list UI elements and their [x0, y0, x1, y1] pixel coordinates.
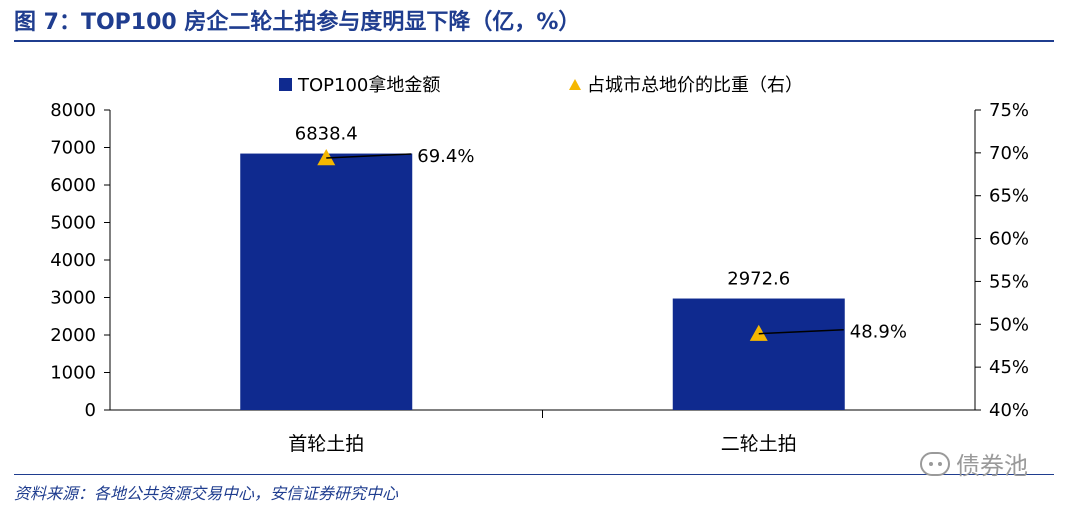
ratio-value-label: 69.4%: [417, 146, 474, 167]
legend-bar-label: TOP100拿地金额: [297, 74, 440, 96]
ratio-point: [317, 149, 336, 166]
y-right-tick-label: 65%: [989, 186, 1029, 207]
bar: [240, 153, 413, 410]
watermark: 债券池: [920, 446, 1028, 481]
title-divider: [14, 40, 1054, 42]
y-left-tick-label: 4000: [50, 250, 96, 271]
legend-ratio-swatch: [569, 79, 581, 90]
legend-ratio-label: 占城市总地价的比重（右）: [587, 75, 803, 96]
ratio-leader-line: [326, 153, 412, 159]
y-right-tick-label: 40%: [989, 400, 1029, 421]
y-right-tick-label: 50%: [989, 314, 1029, 335]
y-left-tick-label: 0: [85, 400, 96, 421]
y-left-tick-label: 8000: [50, 100, 96, 121]
figure-title: 图 7：TOP100 房企二轮土拍参与度明显下降（亿，%）: [14, 10, 581, 35]
y-right-tick-label: 55%: [989, 271, 1029, 292]
ratio-leader-line: [758, 328, 844, 335]
bar: [672, 298, 845, 410]
bar-value-label: 6838.4: [295, 124, 358, 145]
y-right-tick-label: 60%: [989, 229, 1029, 250]
y-left-tick-label: 5000: [50, 213, 96, 234]
y-left-tick-label: 1000: [50, 363, 96, 384]
y-left-tick-label: 6000: [50, 175, 96, 196]
x-category-label: 首轮土拍: [288, 433, 364, 455]
legend-bar-swatch: [279, 78, 292, 91]
y-left-tick-label: 7000: [50, 138, 96, 159]
source-note: 资料来源：各地公共资源交易中心，安信证券研究中心: [14, 484, 399, 503]
ratio-point: [749, 324, 768, 341]
y-right-tick-label: 45%: [989, 357, 1029, 378]
wechat-icon: [920, 451, 950, 476]
watermark-text: 债券池: [956, 452, 1028, 480]
ratio-value-label: 48.9%: [850, 322, 907, 343]
y-left-tick-label: 2000: [50, 325, 96, 346]
y-left-tick-label: 3000: [50, 288, 96, 309]
y-right-tick-label: 70%: [989, 143, 1029, 164]
bar-value-label: 2972.6: [727, 269, 790, 290]
source-divider: [14, 474, 1054, 475]
x-category-label: 二轮土拍: [721, 433, 797, 455]
y-right-tick-label: 75%: [989, 100, 1029, 121]
